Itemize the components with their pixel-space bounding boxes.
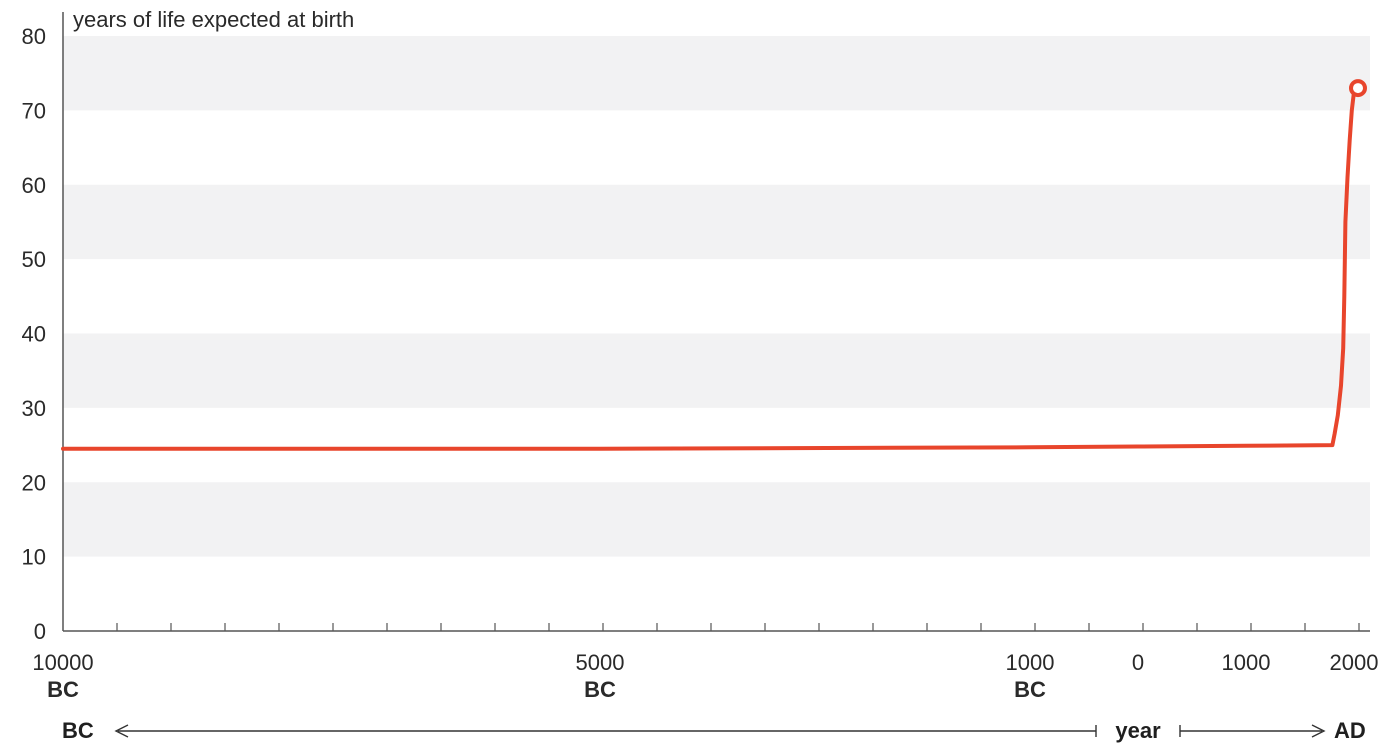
era-label-year: year xyxy=(1115,718,1161,743)
y-tick-label-10: 10 xyxy=(22,545,46,570)
y-tick-label-50: 50 xyxy=(22,247,46,272)
grid-band-70-80 xyxy=(63,36,1370,111)
era-arrowhead-ad xyxy=(1311,724,1326,738)
x-axis-ticks xyxy=(116,623,1360,631)
x-tick-label-era: BC xyxy=(1014,677,1046,702)
series-end-marker xyxy=(1349,79,1367,98)
x-tick-label: 1000 xyxy=(1006,650,1055,675)
y-tick-label-60: 60 xyxy=(22,173,46,198)
x-tick-label: 5000 xyxy=(576,650,625,675)
y-tick-label-80: 80 xyxy=(22,24,46,49)
y-tick-label-70: 70 xyxy=(22,98,46,123)
grid-band-50-60 xyxy=(63,184,1370,260)
x-tick-label-era: BC xyxy=(584,677,616,702)
x-tick-label: 2000 xyxy=(1330,650,1379,675)
grid-band-30-40 xyxy=(63,333,1370,408)
y-tick-label-20: 20 xyxy=(22,470,46,495)
grid-band-10-20 xyxy=(63,482,1370,557)
era-axis: BC year AD xyxy=(62,718,1366,743)
era-label-bc: BC xyxy=(62,718,94,743)
series-line xyxy=(61,86,1360,451)
y-tick-label-40: 40 xyxy=(22,322,46,347)
y-tick-label-0: 0 xyxy=(34,619,46,644)
grid-bands xyxy=(63,36,1370,557)
y-axis-tick-labels: 0 10 20 30 40 50 60 70 80 xyxy=(22,24,46,644)
y-axis-title: years of life expected at birth xyxy=(73,7,354,32)
era-arrowhead-bc xyxy=(114,724,129,738)
x-tick-label: 10000 xyxy=(32,650,93,675)
x-tick-label-era: BC xyxy=(47,677,79,702)
y-tick-label-30: 30 xyxy=(22,396,46,421)
era-label-ad: AD xyxy=(1334,718,1366,743)
x-tick-label: 0 xyxy=(1132,650,1144,675)
x-tick-label: 1000 xyxy=(1222,650,1271,675)
